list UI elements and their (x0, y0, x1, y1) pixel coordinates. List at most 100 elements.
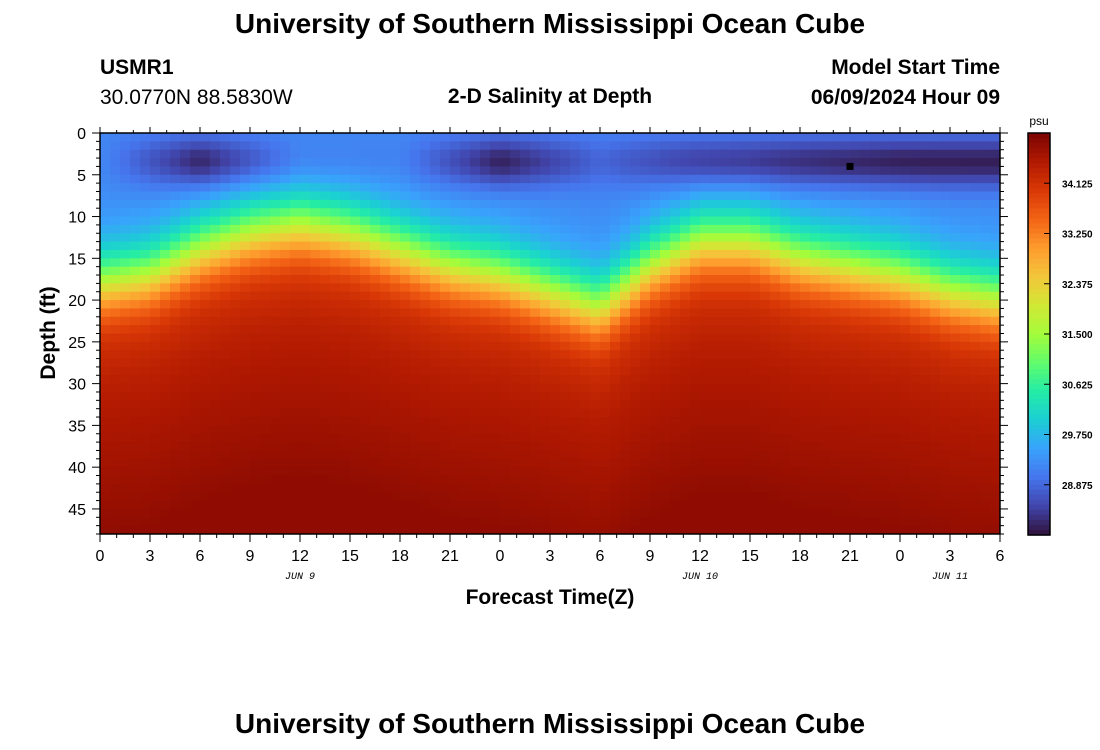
heatmap-cell (630, 517, 641, 527)
heatmap-cell (420, 475, 431, 485)
heatmap-cell (460, 166, 471, 176)
heatmap-cell (120, 417, 131, 426)
heatmap-cell (450, 325, 461, 335)
heatmap-cell (150, 433, 161, 443)
heatmap-cell (880, 325, 891, 335)
heatmap-cell (480, 467, 491, 477)
heatmap-cell (790, 333, 801, 343)
heatmap-cell (600, 224, 611, 234)
heatmap-cell (590, 316, 601, 326)
heatmap-cell (230, 333, 241, 343)
heatmap-cell (720, 224, 731, 234)
heatmap-cell (580, 183, 591, 193)
heatmap-cell (850, 216, 861, 226)
heatmap-cell (270, 400, 281, 410)
heatmap-cell (570, 467, 581, 477)
heatmap-cell (600, 467, 611, 477)
heatmap-cell (710, 492, 721, 502)
heatmap-cell (480, 442, 491, 452)
heatmap-cell (840, 391, 851, 401)
heatmap-cell (290, 141, 301, 151)
heatmap-cell (620, 149, 631, 159)
heatmap-cell (440, 275, 451, 284)
heatmap-cell (890, 483, 901, 493)
heatmap-cell (460, 366, 471, 376)
heatmap-cell (860, 467, 871, 477)
heatmap-cell (620, 333, 631, 343)
heatmap-cell (620, 350, 631, 360)
heatmap-cell (530, 224, 541, 234)
heatmap-cell (490, 149, 501, 159)
heatmap-cell (560, 525, 571, 534)
heatmap-cell (990, 467, 1000, 477)
heatmap-cell (140, 141, 151, 151)
heatmap-cell (130, 483, 141, 493)
heatmap-cell (160, 325, 171, 335)
heatmap-cell (930, 417, 941, 426)
heatmap-cell (300, 458, 311, 468)
heatmap-cell (610, 249, 621, 259)
heatmap-cell (480, 249, 491, 259)
heatmap-cell (190, 224, 201, 234)
heatmap-cell (100, 475, 111, 485)
heatmap-cell (320, 316, 331, 326)
heatmap-cell (950, 483, 961, 493)
heatmap-cell (380, 400, 391, 410)
heatmap-cell (210, 450, 221, 460)
heatmap-cell (370, 158, 381, 168)
heatmap-cell (430, 158, 441, 168)
heatmap-cell (370, 450, 381, 460)
heatmap-cell (600, 133, 611, 142)
heatmap-cell (740, 249, 751, 259)
heatmap-cell (810, 433, 821, 443)
heatmap-cell (820, 417, 831, 426)
heatmap-cell (560, 508, 571, 518)
heatmap-cell (580, 383, 591, 393)
heatmap-cell (980, 442, 991, 452)
heatmap-cell (640, 233, 651, 243)
heatmap-cell (210, 183, 221, 193)
chart-subtitle: 2-D Salinity at Depth (447, 85, 653, 108)
heatmap-cell (190, 383, 201, 393)
heatmap-cell (250, 442, 261, 452)
heatmap-cell (900, 291, 911, 301)
heatmap-cell (190, 158, 201, 168)
heatmap-cell (590, 216, 601, 226)
heatmap-cell (210, 158, 221, 168)
heatmap-cell (460, 141, 471, 151)
heatmap-cell (600, 216, 611, 226)
heatmap-cell (890, 467, 901, 477)
heatmap-cell (110, 325, 121, 335)
heatmap-cell (760, 525, 771, 534)
heatmap-cell (320, 224, 331, 234)
heatmap-cell (170, 266, 181, 276)
heatmap-cell (590, 433, 601, 443)
heatmap-cell (330, 408, 341, 418)
heatmap-cell (220, 492, 231, 502)
heatmap-cell (180, 275, 191, 284)
heatmap-cell (130, 433, 141, 443)
heatmap-cell (220, 341, 231, 351)
heatmap-cell (880, 358, 891, 368)
heatmap-cell (190, 341, 201, 351)
heatmap-cell (390, 442, 401, 452)
heatmap-cell (950, 450, 961, 460)
heatmap-cell (140, 333, 151, 343)
heatmap-cell (550, 283, 561, 293)
heatmap-cell (450, 158, 461, 168)
heatmap-cell (810, 492, 821, 502)
heatmap-cell (590, 249, 601, 259)
heatmap-cell (360, 383, 371, 393)
heatmap-cell (550, 366, 561, 376)
heatmap-cell (880, 517, 891, 527)
heatmap-cell (980, 400, 991, 410)
heatmap-cell (140, 433, 151, 443)
heatmap-cell (920, 417, 931, 426)
heatmap-cell (310, 216, 321, 226)
heatmap-cell (330, 500, 341, 510)
heatmap-cell (620, 383, 631, 393)
heatmap-cell (460, 508, 471, 518)
heatmap-cell (140, 375, 151, 385)
heatmap-cell (580, 325, 591, 335)
